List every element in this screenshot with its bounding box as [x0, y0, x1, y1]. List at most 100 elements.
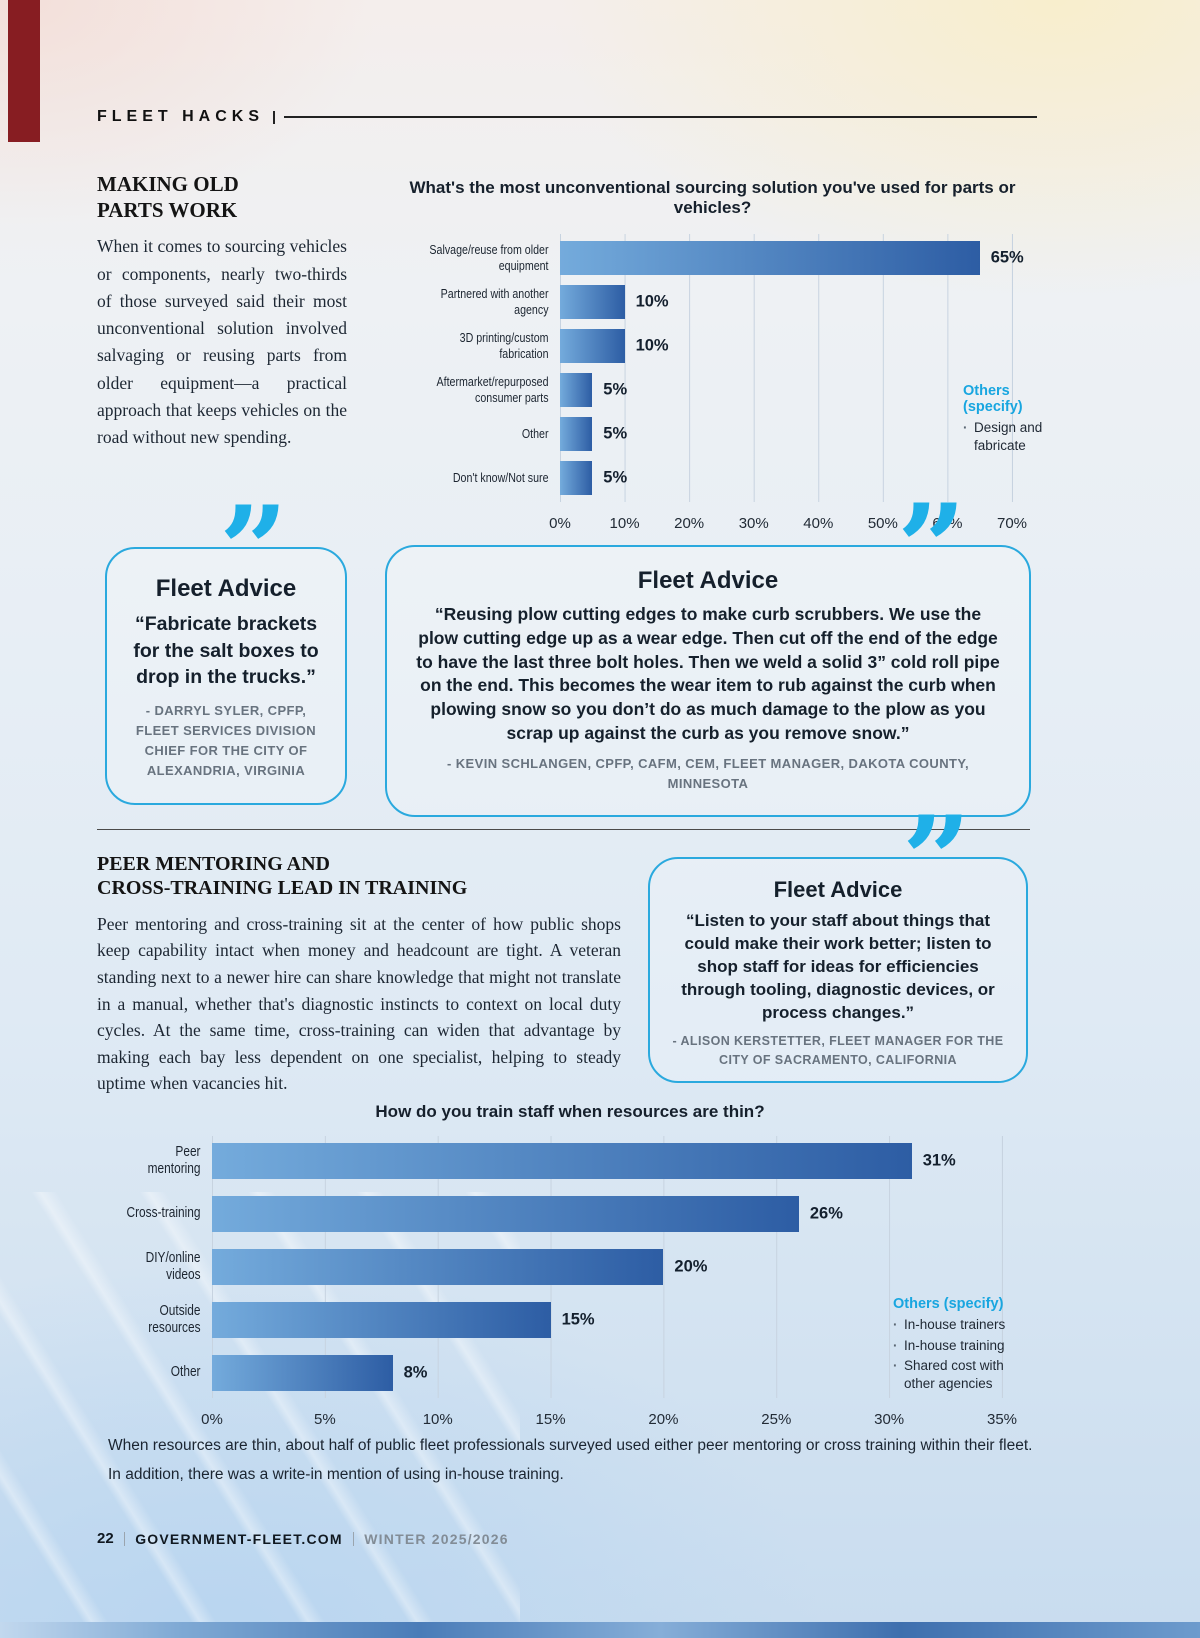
x-tick-label: 5% — [314, 1411, 336, 1428]
bar — [212, 1249, 664, 1285]
bar-category-label: Other — [521, 426, 549, 442]
bar — [560, 241, 980, 275]
bar — [212, 1143, 912, 1179]
x-tick-label: 20% — [648, 1411, 679, 1428]
chart-bar-row: Salvage/reuse from older equipment 65% — [375, 241, 1050, 275]
bottom-gradient-bar — [0, 1622, 1200, 1638]
x-tick-label: 10% — [422, 1411, 453, 1428]
others-note-list: In-house trainers In-house training Shared… — [893, 1316, 1021, 1392]
chart-caption: When resources are thin, about half of p… — [108, 1437, 1033, 1483]
bar-value-label: 5% — [603, 424, 628, 443]
chart-title: How do you train staff when resources ar… — [375, 1102, 765, 1121]
bar-category-label: Other — [170, 1364, 201, 1381]
kicker-label: FLEET HACKS — [97, 108, 264, 125]
bar-category-label: Aftermarket/repurposed consumer parts — [436, 374, 549, 405]
bar-category-label: Partnered with another agency — [440, 286, 549, 317]
bar-value-label: 31% — [922, 1151, 956, 1170]
section-body: When it comes to sourcing vehicles or co… — [97, 236, 347, 448]
chart-bars: Salvage/reuse from older equipment 65% Par… — [375, 241, 1050, 495]
chart-bar-row: Other 5% — [375, 417, 1050, 451]
others-specify-note: Others (specify)In-house trainersIn-hous… — [893, 1296, 1021, 1395]
page-footer: 22 GOVERNMENT-FLEET.COM WINTER 2025/2026 — [97, 1530, 509, 1547]
bar-track: 5% — [560, 461, 1012, 495]
bar-value-label: 20% — [674, 1257, 708, 1276]
x-tick-label: 60% — [932, 515, 963, 532]
advice-quote: “Listen to your staff about things that … — [681, 911, 995, 1023]
bar-track: 10% — [560, 285, 1012, 319]
bar-value-label: 8% — [403, 1363, 428, 1382]
advice-title: Fleet Advice — [637, 567, 779, 594]
bar-value-label: 5% — [603, 380, 628, 399]
x-axis: 0% 5% 10% 15% 20% 25% 30% 35% — [201, 1402, 1017, 1430]
x-tick-label: 25% — [761, 1411, 792, 1428]
others-specify-note: Others (specify) Design and fabricate — [963, 383, 1055, 457]
chart-bar-row: 3D printing/custom fabrication 10% — [375, 329, 1050, 363]
bar-track: 31% — [212, 1143, 1002, 1179]
chart-bar-row: Don't know/Not sure 5% — [375, 461, 1050, 495]
section-heading: PEER MENTORING AND CROSS-TRAINING LEAD IN… — [97, 852, 621, 901]
chart-plot-area: Salvage/reuse from older equipment 65% Par… — [375, 234, 1050, 502]
chart-bar-row: Peer mentoring 31% — [100, 1143, 1040, 1179]
others-note-item: In-house training — [893, 1337, 1021, 1355]
x-tick-label: 40% — [803, 515, 834, 532]
bar — [212, 1302, 551, 1338]
x-tick-label: 20% — [674, 515, 705, 532]
heading-line: CROSS-TRAINING LEAD IN TRAINING — [97, 877, 468, 900]
chart-bar-row: Cross-training 26% — [100, 1196, 1040, 1232]
bar-category-label: DIY/online videos — [145, 1249, 201, 1283]
heading-line: PEER MENTORING AND — [97, 853, 330, 875]
bar-track: 8% — [212, 1355, 1002, 1391]
bar — [212, 1196, 799, 1232]
x-axis: 0% 10% 20% 30% 40% 50% 60% 70% — [549, 506, 1027, 534]
sourcing-solutions-chart: What's the most unconventional sourcing … — [375, 170, 1050, 534]
training-methods-chart: How do you train staff when resources ar… — [100, 1096, 1040, 1430]
section-divider — [97, 829, 1030, 830]
advice-attribution: - ALISON KERSTETTER, FLEET MANAGER FOR T… — [672, 1033, 1004, 1067]
making-old-parts-work-section: MAKING OLD PARTS WORK When it comes to so… — [97, 172, 347, 452]
advice-quote: “Reusing plow cutting edges to make curb… — [416, 604, 1000, 743]
bar-value-label: 65% — [990, 248, 1024, 267]
bar — [560, 329, 625, 363]
page-number: 22 — [97, 1530, 114, 1547]
others-note-item: Design and fabricate — [963, 419, 1055, 454]
fleet-advice-box-3: ” Fleet Advice “Listen to your staff abo… — [648, 801, 1028, 1083]
chart-bars: Peer mentoring 31% Cross-training 26% DIY/on… — [100, 1143, 1040, 1391]
bar-value-label: 15% — [561, 1310, 595, 1329]
x-tick-label: 70% — [996, 515, 1028, 532]
section-kicker: FLEET HACKS — [97, 108, 1037, 126]
others-note-item: In-house trainers — [893, 1316, 1021, 1334]
x-tick-label: 30% — [738, 515, 769, 532]
x-tick-label: 0% — [549, 515, 571, 532]
bar-value-label: 26% — [809, 1204, 843, 1223]
bar-category-label: Don't know/Not sure — [452, 470, 549, 486]
footer-site: GOVERNMENT-FLEET.COM — [135, 1530, 343, 1547]
x-tick-label: 15% — [535, 1411, 566, 1428]
heading-line: MAKING OLD — [97, 172, 239, 196]
others-note-item: Shared cost with other agencies — [893, 1357, 1021, 1392]
bar-value-label: 10% — [635, 292, 669, 311]
quote-icon: ” — [902, 790, 972, 931]
bar-track: 5% — [560, 417, 1012, 451]
section-body: Peer mentoring and cross-training sit at… — [97, 913, 621, 1094]
bar-category-label: Salvage/reuse from older equipment — [429, 242, 549, 273]
x-tick-label: 10% — [609, 515, 640, 532]
bar-track: 10% — [560, 329, 1012, 363]
chart-title: What's the most unconventional sourcing … — [409, 178, 1016, 217]
bar — [212, 1355, 393, 1391]
x-tick-label: 0% — [201, 1411, 223, 1428]
advice-attribution: - KEVIN SCHLANGEN, CPFP, CAFM, CEM, FLEE… — [447, 755, 969, 791]
bar — [560, 417, 593, 451]
chart-bar-row: Outside resources 15% — [100, 1302, 1040, 1338]
bar-track: 20% — [212, 1249, 1002, 1285]
bar — [560, 461, 593, 495]
chart-bar-row: Partnered with another agency 10% — [375, 285, 1050, 319]
others-note-title: Others (specify) — [893, 1296, 1004, 1312]
fleet-advice-box-1: ” Fleet Advice “Fabricate brackets for t… — [105, 491, 347, 805]
footer-issue: WINTER 2025/2026 — [364, 1530, 509, 1547]
bar-track: 65% — [560, 241, 1024, 275]
bar-value-label: 10% — [635, 336, 669, 355]
x-tick-label: 30% — [874, 1411, 905, 1428]
advice-title: Fleet Advice — [155, 575, 297, 602]
bar-category-label: Outside resources — [148, 1302, 201, 1336]
bar-track: 5% — [560, 373, 1012, 407]
